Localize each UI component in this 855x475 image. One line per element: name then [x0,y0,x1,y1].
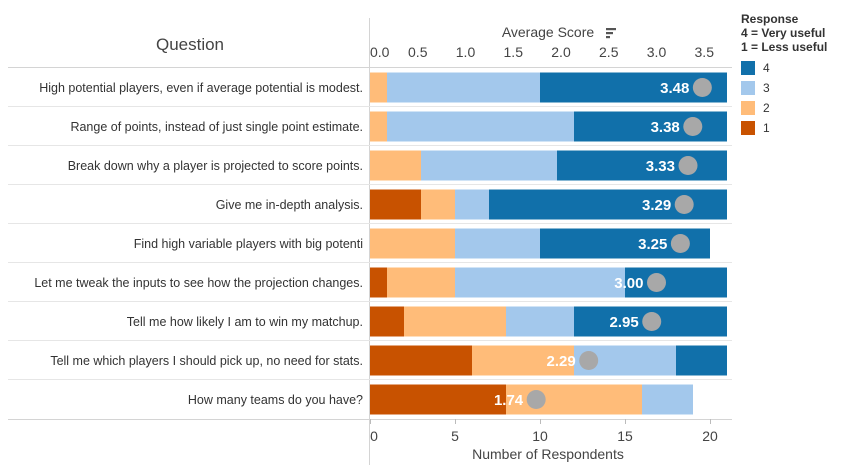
top-axis-tick-label: 3.0 [647,44,667,60]
bar-segment-response-2 [370,72,387,103]
question-label: Give me in-depth analysis. [216,198,363,212]
legend-item-1[interactable]: 1 [741,118,853,138]
average-score-label: 3.38 [651,119,680,136]
bar-segment-response-3 [387,72,540,103]
sort-icon-bar [606,32,613,35]
top-axis-tick-label: 1.0 [456,44,476,60]
legend-title-line: Response [741,12,799,26]
row-header: Question [156,35,224,54]
average-score-marker [526,390,546,409]
legend-swatch [741,121,755,135]
bar-segment-response-1 [370,306,404,337]
bar-segment-response-4 [557,150,727,181]
question-label: Let me tweak the inputs to see how the p… [34,276,363,290]
top-axis-tick-label: 0.5 [408,44,428,60]
legend-label: 1 [763,121,770,135]
axes-layer: Question Average Score 0.0 0.5 1.0 1.5 2.0 2.5 3… [156,24,718,462]
bar-segment-response-2 [370,228,455,259]
question-label: High potential players, even if average … [39,81,363,95]
average-score-label: 3.25 [638,236,667,253]
average-score-label: 2.95 [610,314,639,331]
legend-swatch [741,81,755,95]
legend-label: 3 [763,81,770,95]
bar-segment-response-2 [421,189,455,220]
question-label: How many teams do you have? [188,393,363,407]
x-axis-tick-label: 5 [451,428,459,444]
question-label: Tell me which players I should pick up, … [50,354,363,368]
x-axis-tick-label: 20 [702,428,718,444]
average-score-marker [670,234,690,253]
bar-segment-response-2 [472,345,574,376]
bar-segment-response-1 [370,384,506,415]
average-score-label: 1.74 [494,392,524,409]
bar-segment-response-1 [370,267,387,298]
bar-segment-response-4 [625,267,727,298]
top-axis-tick-label: 2.5 [599,44,619,60]
sort-icon-bar [606,28,616,31]
top-axis-tick-label: 2.0 [551,44,571,60]
legend-title-line: 4 = Very useful [741,26,826,40]
average-score-label: 3.00 [614,275,643,292]
average-score-marker [642,312,662,331]
question-label: Break down why a player is projected to … [68,159,363,173]
bar-segment-response-2 [387,267,455,298]
x-axis-tick-label: 0 [370,428,378,444]
question-label: Range of points, instead of just single … [70,120,363,134]
bar-segment-response-4 [676,345,727,376]
legend-items: 4 3 2 1 [741,58,853,138]
bar-segment-response-2 [370,111,387,142]
top-axis-tick-label: 3.5 [695,44,715,60]
legend: Response 4 = Very useful 1 = Less useful… [741,12,853,138]
legend-title-line: 1 = Less useful [741,40,828,54]
top-axis-tick-label: 0.0 [370,44,390,60]
top-axis-title: Average Score [502,24,595,40]
legend-item-2[interactable]: 2 [741,98,853,118]
average-markers-layer: 3.48 3.38 3.33 3.29 3.25 3.00 2.95 2.29 1.74 [494,78,712,409]
average-score-marker [674,195,694,214]
sort-icon-bar [606,36,610,39]
bar-segment-response-3 [506,306,574,337]
legend-item-3[interactable]: 3 [741,78,853,98]
x-axis-tick-label: 10 [532,428,548,444]
average-score-marker [678,156,698,175]
bar-segment-response-2 [370,150,421,181]
average-score-marker [647,273,666,292]
bar-segment-response-2 [506,384,642,415]
x-axis-tick-label: 15 [617,428,633,444]
legend-label: 2 [763,101,770,115]
top-axis-tick-label: 1.5 [504,44,524,60]
question-label: Tell me how likely I am to win my matchu… [127,315,363,329]
question-label: Find high variable players with big pote… [134,237,363,251]
average-score-marker [692,78,712,97]
x-axis-title: Number of Respondents [472,446,624,462]
average-score-label: 3.33 [646,158,675,175]
bar-segment-response-1 [370,345,472,376]
legend-label: 4 [763,61,770,75]
bar-segment-response-3 [421,150,557,181]
bar-segment-response-3 [455,267,625,298]
legend-item-4[interactable]: 4 [741,58,853,78]
sort-descending-icon [606,28,616,39]
legend-swatch [741,101,755,115]
average-score-label: 3.48 [660,80,689,97]
bar-segment-response-2 [404,306,506,337]
average-score-label: 2.29 [546,353,575,370]
bar-segment-response-3 [642,384,693,415]
average-score-marker [579,351,599,370]
legend-swatch [741,61,755,75]
average-score-marker [683,117,703,136]
bar-segment-response-1 [370,189,421,220]
chart-frame [8,18,732,465]
row-labels-layer: High potential players, even if average … [34,81,363,407]
legend-title: Response 4 = Very useful 1 = Less useful [741,12,853,54]
average-score-label: 3.29 [642,197,671,214]
bar-segment-response-3 [455,228,540,259]
bar-segment-response-3 [387,111,574,142]
bar-segment-response-3 [455,189,489,220]
